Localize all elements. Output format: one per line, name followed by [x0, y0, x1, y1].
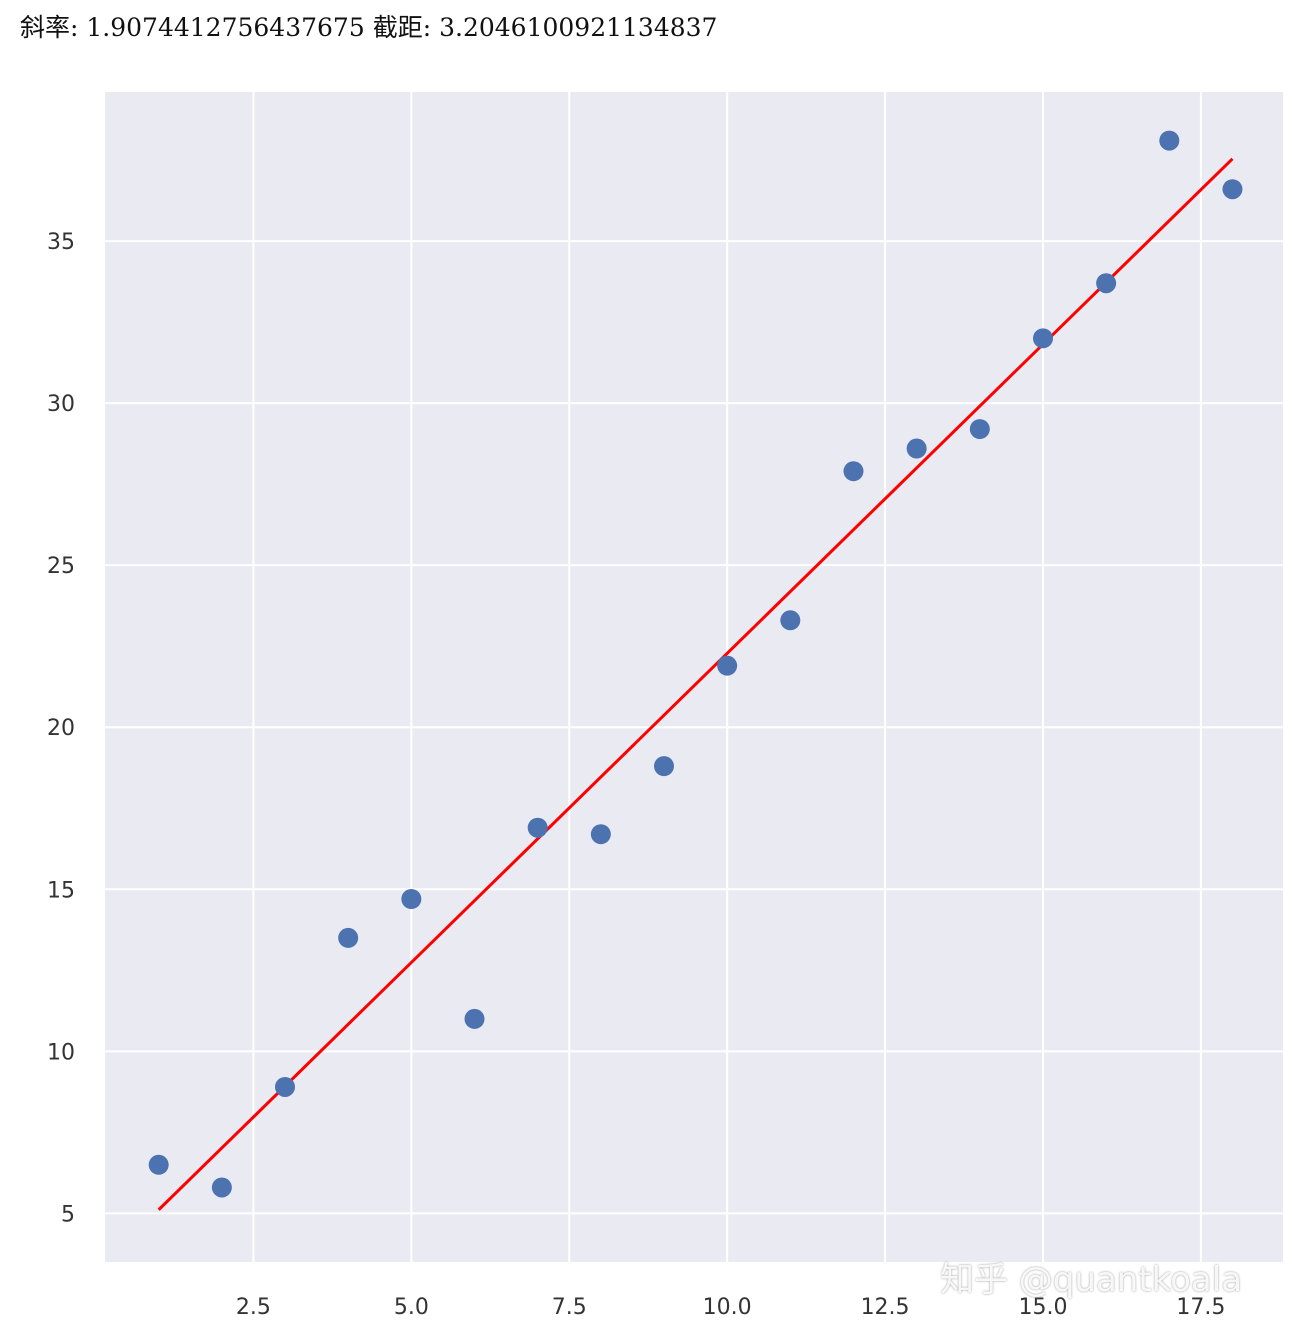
- y-tick-label: 20: [47, 716, 75, 741]
- data-point: [590, 824, 611, 845]
- plot-area: [105, 92, 1283, 1262]
- slope-label: 斜率:: [20, 13, 79, 42]
- y-tick-label: 15: [47, 878, 75, 903]
- regression-output: 斜率: 1.9074412756437675 截距: 3.20461009211…: [20, 8, 717, 44]
- y-tick-label: 5: [61, 1202, 75, 1227]
- data-point: [401, 889, 422, 910]
- data-point: [717, 655, 738, 676]
- data-point: [1222, 179, 1243, 200]
- data-point: [1096, 273, 1117, 294]
- y-tick-label: 30: [47, 392, 75, 417]
- x-tick-label: 12.5: [861, 1295, 910, 1320]
- data-point: [211, 1177, 232, 1198]
- x-tick-label: 15.0: [1018, 1295, 1067, 1320]
- data-point: [338, 927, 359, 948]
- data-point: [653, 756, 674, 777]
- x-tick-label: 7.5: [552, 1295, 587, 1320]
- y-tick-label: 35: [47, 230, 75, 255]
- intercept-value: 3.2046100921134837: [439, 13, 718, 42]
- fit-line: [157, 157, 1234, 1211]
- x-tick-label: 17.5: [1176, 1295, 1225, 1320]
- data-point: [464, 1008, 485, 1029]
- x-tick-label: 5.0: [394, 1295, 429, 1320]
- data-point: [1159, 130, 1180, 151]
- x-tick-label: 2.5: [236, 1295, 271, 1320]
- y-tick-label: 25: [47, 554, 75, 579]
- data-point: [843, 461, 864, 482]
- data-point: [527, 817, 548, 838]
- y-tick-label: 10: [47, 1040, 75, 1065]
- data-point: [969, 419, 990, 440]
- slope-value: 1.9074412756437675: [86, 13, 365, 42]
- data-point: [906, 438, 927, 459]
- intercept-label: 截距:: [372, 13, 432, 42]
- data-point: [1032, 328, 1053, 349]
- data-point: [148, 1154, 169, 1175]
- data-point: [275, 1076, 296, 1097]
- watermark: 知乎 @quantkoala: [940, 1260, 1243, 1300]
- data-point: [780, 610, 801, 631]
- x-tick-label: 10.0: [703, 1295, 752, 1320]
